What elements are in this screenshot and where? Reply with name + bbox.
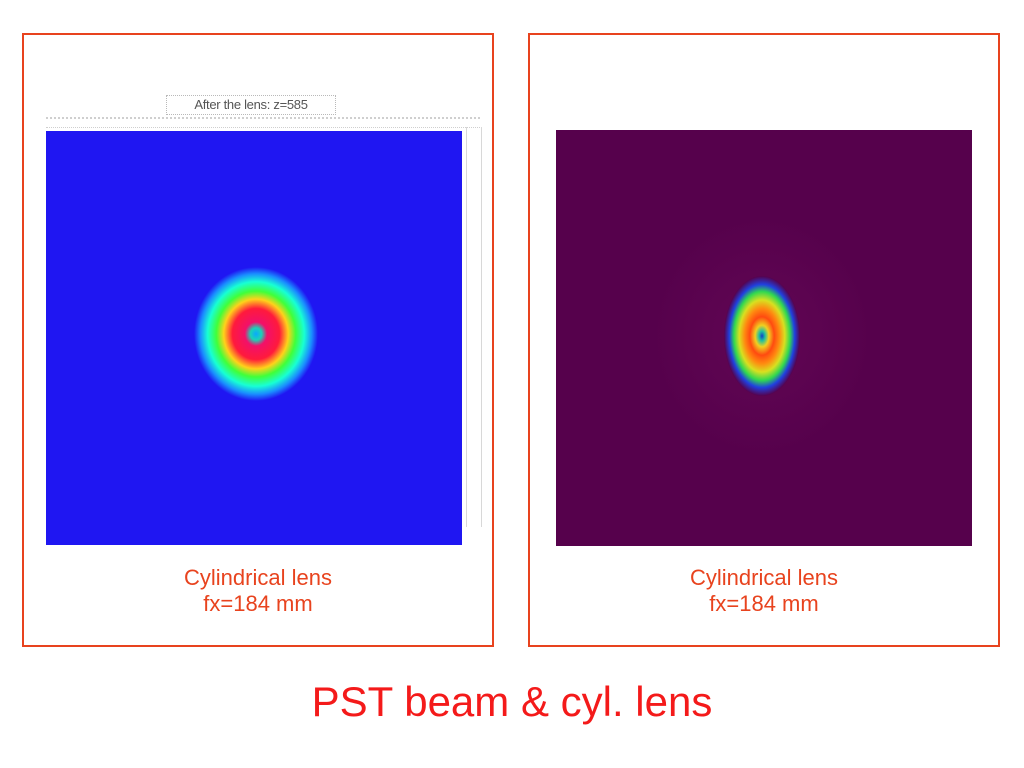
beam-profile-round: [194, 267, 318, 401]
beam-intensity-image-elliptical: [556, 130, 972, 546]
caption-focal-length: fx=184 mm: [709, 591, 819, 616]
right-caption: Cylindrical lens fx=184 mm: [530, 565, 998, 617]
beam-profile-elliptical: [652, 216, 872, 456]
caption-focal-length: fx=184 mm: [203, 591, 313, 616]
plot-frame-border: [46, 117, 480, 128]
simulation-plot-window: After the lens: z=585: [44, 91, 482, 551]
right-panel: Cylindrical lens fx=184 mm: [528, 33, 1000, 647]
plot-title: After the lens: z=585: [166, 95, 336, 115]
left-caption: Cylindrical lens fx=184 mm: [24, 565, 492, 617]
slide-title: PST beam & cyl. lens: [311, 678, 713, 725]
left-panel: After the lens: z=585: [22, 33, 494, 647]
caption-lens-type: Cylindrical lens: [690, 565, 838, 590]
caption-lens-type: Cylindrical lens: [184, 565, 332, 590]
beam-intensity-image-round: [46, 131, 462, 545]
plot-side-frame: [466, 127, 482, 527]
